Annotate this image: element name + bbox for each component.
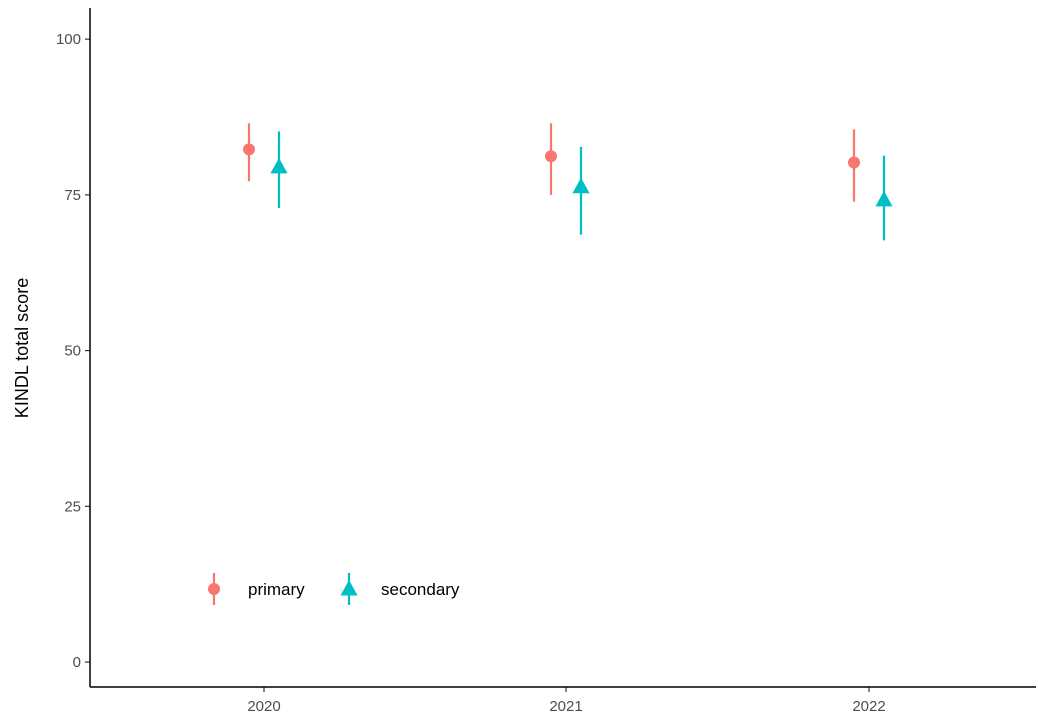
legend: primary secondary bbox=[208, 573, 460, 605]
primary-point bbox=[848, 156, 860, 169]
x-tick-label: 2020 bbox=[247, 698, 280, 715]
legend-key-primary-marker bbox=[208, 583, 220, 595]
secondary-point bbox=[270, 157, 288, 174]
y-tick-label: 50 bbox=[64, 343, 81, 360]
y-tick-label: 0 bbox=[73, 654, 81, 671]
x-tick-label: 2022 bbox=[852, 698, 885, 715]
plot-marks bbox=[243, 123, 893, 241]
primary-point bbox=[243, 143, 255, 156]
x-axis-ticks: 2020 2021 2022 bbox=[247, 687, 886, 715]
y-tick-label: 25 bbox=[64, 498, 81, 515]
legend-label-primary: primary bbox=[248, 580, 305, 599]
primary-point bbox=[545, 150, 557, 163]
secondary-point bbox=[875, 190, 893, 207]
secondary-point bbox=[572, 177, 590, 194]
y-tick-label: 75 bbox=[64, 187, 81, 204]
y-tick-label: 100 bbox=[56, 31, 81, 48]
x-tick-label: 2021 bbox=[549, 698, 582, 715]
y-axis-ticks: 0 25 50 75 100 bbox=[56, 31, 90, 671]
legend-key-secondary-marker bbox=[340, 580, 358, 596]
y-axis-title: KINDL total score bbox=[12, 278, 32, 418]
legend-label-secondary: secondary bbox=[381, 580, 460, 599]
